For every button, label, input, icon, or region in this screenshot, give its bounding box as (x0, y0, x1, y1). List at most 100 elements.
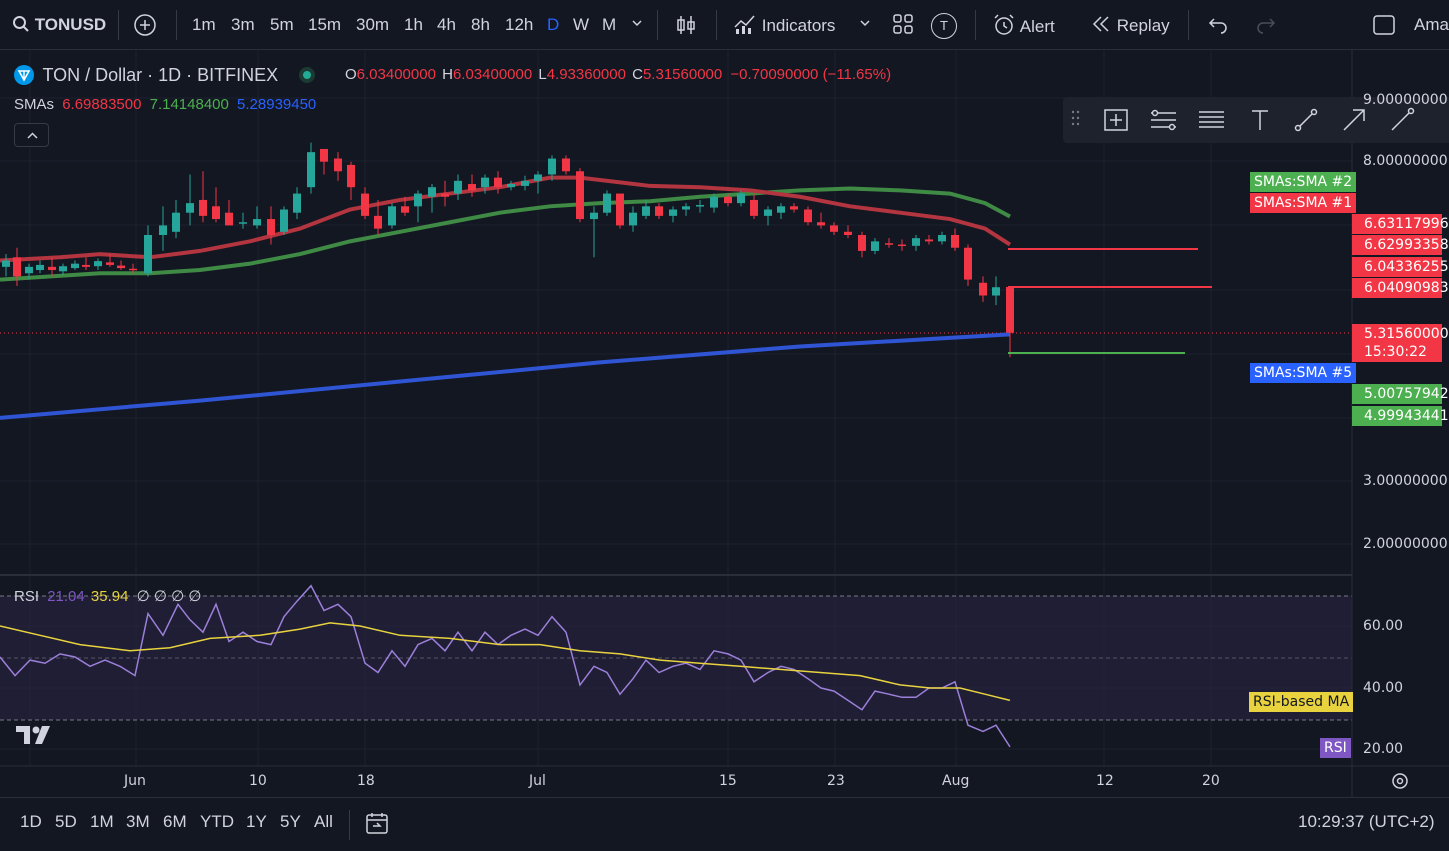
rsi-value: 21.04 (47, 588, 85, 605)
interval-4h[interactable]: 4h (437, 15, 456, 34)
interval-15m[interactable]: 15m (308, 15, 342, 34)
candle-body (548, 158, 556, 175)
interval-5m[interactable]: 5m (270, 15, 294, 34)
template-badge: T (931, 13, 957, 39)
range-1d[interactable]: 1D (20, 812, 42, 831)
indicators-button[interactable]: Indicators (733, 13, 835, 37)
candle-body (629, 212, 637, 226)
time-tick: Jun (124, 773, 146, 789)
indicators-dropdown[interactable] (858, 13, 872, 37)
symbol-search[interactable]: TONUSD (12, 13, 106, 37)
candle-body (912, 238, 920, 246)
redo-button[interactable] (1255, 13, 1277, 37)
indicators-icon (734, 15, 755, 34)
pitchfork-tool-icon[interactable] (1196, 105, 1226, 135)
sma-legend[interactable]: SMAs 6.69883500 7.14148400 5.28939450 (14, 96, 316, 113)
sma5-line (0, 332, 1011, 420)
tradingview-logo-icon[interactable] (16, 724, 56, 751)
candle-body (25, 266, 33, 274)
candle-body (724, 196, 732, 204)
compare-button[interactable] (133, 13, 157, 37)
candle-body (885, 243, 893, 245)
time-tick: Jul (529, 773, 546, 789)
text-tool-icon[interactable] (1245, 105, 1275, 135)
range-3m[interactable]: 3M (126, 812, 150, 831)
trend-line-tool-icon[interactable] (1291, 105, 1321, 135)
candle-body (144, 234, 152, 274)
alert-button[interactable]: Alert (992, 13, 1055, 37)
interval-1m[interactable]: 1m (192, 15, 216, 34)
price-tag: 4.99943441 (1352, 406, 1449, 426)
range-5y[interactable]: 5Y (280, 812, 301, 831)
interval-8h[interactable]: 8h (471, 15, 490, 34)
replay-button[interactable]: Replay (1090, 13, 1170, 37)
alert-label: Alert (1019, 17, 1055, 36)
rsi-legend-label: RSI (14, 588, 40, 605)
price-tick: 3.00000000 (1363, 473, 1448, 489)
divider (657, 10, 658, 40)
template-button[interactable]: T (931, 13, 957, 39)
candle-body (48, 266, 56, 271)
rsi-legend[interactable]: RSI 21.04 35.94 ∅ ∅ ∅ ∅ (14, 587, 201, 605)
layout-button[interactable] (892, 13, 914, 37)
clock[interactable]: 10:29:37 (UTC+2) (1298, 812, 1435, 831)
time-tick: 10 (249, 773, 267, 789)
arrow-tool-icon[interactable] (1339, 105, 1369, 135)
undo-icon (1208, 18, 1227, 34)
candle-body (199, 199, 207, 216)
chart-settings-button[interactable] (1389, 770, 1411, 797)
price-tag: 6.63117996 (1352, 214, 1449, 234)
range-1y[interactable]: 1Y (246, 812, 267, 831)
goto-date-button[interactable] (364, 810, 390, 841)
time-tick: 23 (827, 773, 845, 789)
ohlc-legend: O6.03400000 H6.03400000 L4.93360000 C5.3… (345, 66, 891, 83)
range-all[interactable]: All (314, 812, 333, 831)
select-area-tool-icon[interactable] (1101, 105, 1131, 135)
ray-tool-icon[interactable] (1387, 105, 1417, 135)
layout-grid-icon (893, 14, 913, 34)
interval-m[interactable]: M (602, 15, 617, 34)
candle-body (871, 241, 879, 251)
interval-dropdown[interactable] (630, 13, 644, 37)
candle-body (750, 199, 758, 216)
range-1m[interactable]: 1M (90, 812, 114, 831)
range-6m[interactable]: 6M (163, 812, 187, 831)
candle-body (129, 268, 137, 271)
chevron-down-icon (632, 20, 642, 27)
candle-body (830, 225, 838, 232)
sma1-value: 6.69883500 (62, 96, 142, 113)
collapse-legend-button[interactable] (14, 123, 49, 147)
interval-1h[interactable]: 1h (404, 15, 423, 34)
open-value: 6.03400000 (356, 66, 436, 83)
interval-w[interactable]: W (573, 15, 590, 34)
sma1-axis-tag: SMAs:SMA #1 (1250, 193, 1357, 213)
range-5d[interactable]: 5D (55, 812, 77, 831)
time-tick: 15 (719, 773, 737, 789)
candle-body (696, 205, 704, 207)
interval-d[interactable]: D (547, 15, 560, 34)
candle-body (858, 234, 866, 251)
high-value: 6.03400000 (452, 66, 533, 83)
chart-title: TON / Dollar · 1D · BITFINEX (42, 65, 279, 85)
market-status-dot (298, 67, 315, 83)
chart-canvas[interactable] (0, 50, 1449, 797)
interval-3m[interactable]: 3m (231, 15, 255, 34)
drag-handle-icon[interactable] (1071, 109, 1081, 131)
chart-type-button[interactable] (675, 13, 697, 37)
account-label[interactable]: Ama (1414, 15, 1449, 34)
symbol-legend[interactable]: TON / Dollar · 1D · BITFINEX (14, 65, 315, 86)
candle-body (951, 234, 959, 248)
open-label: O (345, 66, 357, 83)
plus-circle-icon (134, 14, 156, 36)
candle-body (414, 193, 422, 207)
undo-button[interactable] (1207, 13, 1229, 37)
indicators-label: Indicators (761, 16, 836, 35)
chart-area[interactable]: TON / Dollar · 1D · BITFINEX O6.03400000… (0, 50, 1449, 797)
fib-retracement-tool-icon[interactable] (1148, 105, 1178, 135)
candlestick-series (2, 142, 1014, 358)
sma2-axis-tag: SMAs:SMA #2 (1250, 172, 1357, 192)
interval-12h[interactable]: 12h (505, 15, 534, 34)
interval-30m[interactable]: 30m (356, 15, 390, 34)
range-ytd[interactable]: YTD (200, 812, 234, 831)
fullscreen-button[interactable] (1372, 13, 1396, 37)
